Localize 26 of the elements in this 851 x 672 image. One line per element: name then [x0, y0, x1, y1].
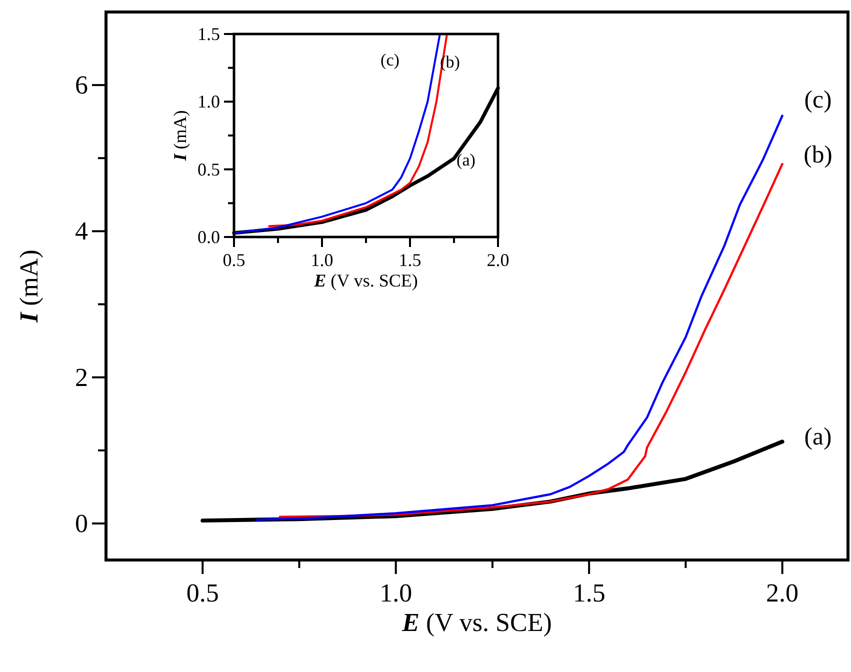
x-axis-title: E (V vs. SCE) [401, 608, 552, 638]
annotation: (b) [804, 142, 832, 168]
y-tick-label: 0.0 [198, 227, 220, 247]
x-tick-label: 1.0 [310, 250, 334, 270]
x-tick-label: 1.5 [398, 250, 422, 270]
y-tick-label: 0 [75, 508, 88, 538]
y-tick-label: 4 [75, 216, 88, 246]
line-series [256, 114, 784, 521]
line-series [233, 33, 441, 234]
y-tick-label: 1.5 [198, 24, 220, 44]
x-tick-label: 2.0 [486, 250, 510, 270]
annotation: (c) [380, 50, 400, 70]
annotation: (a) [456, 150, 476, 170]
y-tick-label: 1.0 [198, 92, 220, 112]
y-tick-label: 0.5 [198, 159, 220, 180]
x-tick-label: 2.0 [766, 578, 799, 608]
x-tick-label: 0.5 [222, 250, 246, 270]
x-axis-title: E (V vs. SCE) [313, 270, 418, 291]
y-axis-title: I (mA) [170, 110, 190, 162]
x-tick-label: 1.0 [380, 578, 412, 608]
annotation: (c) [804, 86, 832, 114]
y-tick-label: 6 [75, 70, 88, 100]
x-tick-label: 1.5 [572, 578, 606, 608]
annotation: (a) [804, 424, 832, 450]
y-axis-title: I (mA) [14, 250, 44, 324]
y-tick-label: 2 [75, 362, 88, 392]
